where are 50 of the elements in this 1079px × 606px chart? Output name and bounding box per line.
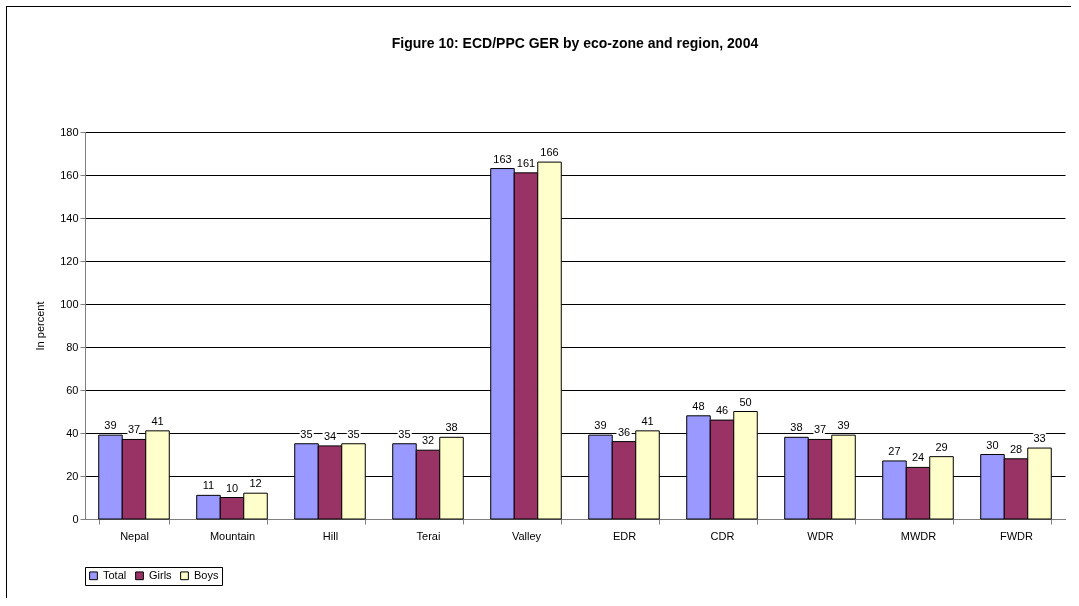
y-tick-label: 160 xyxy=(60,168,79,181)
x-tick-label: MWDR xyxy=(900,529,937,542)
y-tick-label: 60 xyxy=(66,383,79,396)
legend-label: Boys xyxy=(194,568,219,581)
x-tick-label: Terai xyxy=(416,529,441,542)
data-label: 46 xyxy=(715,404,729,417)
data-label: 24 xyxy=(911,451,925,464)
data-label: 39 xyxy=(837,419,850,432)
data-label: 48 xyxy=(692,399,705,412)
y-tick-label: 20 xyxy=(66,469,79,482)
data-label: 32 xyxy=(421,434,435,447)
x-tick-label: EDR xyxy=(612,529,637,542)
data-label: 39 xyxy=(594,419,607,432)
data-label: 27 xyxy=(888,444,901,457)
x-tick-label: Valley xyxy=(511,529,542,542)
y-tick-label: 0 xyxy=(72,512,79,525)
data-label: 29 xyxy=(935,440,948,453)
data-label: 33 xyxy=(1033,432,1046,445)
legend-label: Total xyxy=(103,568,127,581)
data-label: 163 xyxy=(493,152,512,165)
x-tick-label: WDR xyxy=(807,529,834,542)
x-tick-label: CDR xyxy=(710,529,735,542)
data-label: 30 xyxy=(986,438,999,451)
y-tick-label: 80 xyxy=(66,340,79,353)
y-tick-label: 40 xyxy=(66,426,79,439)
data-label: 50 xyxy=(739,395,752,408)
data-label: 38 xyxy=(790,421,803,434)
data-label: 11 xyxy=(202,479,215,492)
chart-title: Figure 10: ECD/PPC GER by eco-zone and region, 2004 xyxy=(391,35,759,51)
data-label: 41 xyxy=(151,414,164,427)
legend-label: Girls xyxy=(149,568,173,581)
data-label: 37 xyxy=(813,423,827,436)
y-tick-label: 180 xyxy=(60,125,79,138)
data-label: 38 xyxy=(445,421,458,434)
x-tick-label: FWDR xyxy=(1000,529,1034,542)
data-label: 39 xyxy=(104,419,117,432)
y-axis-title: In percent xyxy=(34,301,47,351)
y-tick-label: 100 xyxy=(60,297,79,310)
data-label: 28 xyxy=(1009,442,1023,455)
data-label: 12 xyxy=(249,477,262,490)
y-tick-label: 140 xyxy=(60,211,79,224)
data-label: 41 xyxy=(641,414,654,427)
y-tick-label: 120 xyxy=(60,254,79,267)
data-label: 161 xyxy=(516,156,536,169)
data-label: 10 xyxy=(225,481,239,494)
x-tick-label: Nepal xyxy=(120,529,149,542)
data-label: 37 xyxy=(127,423,141,436)
x-tick-label: Mountain xyxy=(209,529,256,542)
data-label: 166 xyxy=(540,146,559,159)
x-tick-label: Hill xyxy=(322,529,339,542)
